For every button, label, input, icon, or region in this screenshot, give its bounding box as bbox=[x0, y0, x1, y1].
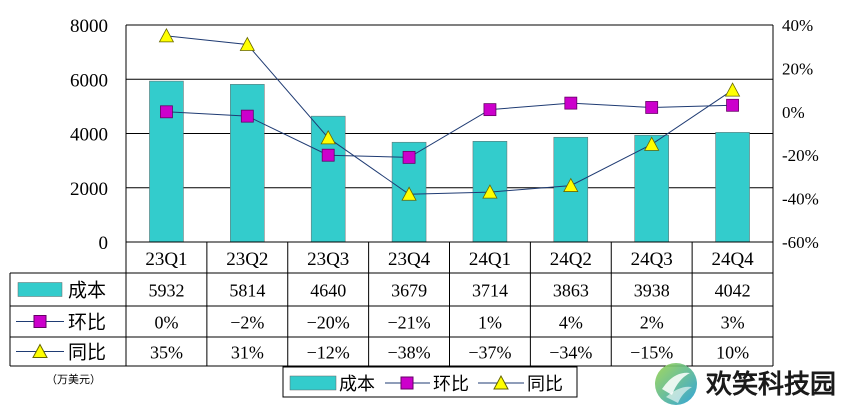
line-series bbox=[158, 28, 741, 201]
bar-series bbox=[149, 80, 750, 243]
y-left-tick-label: 6000 bbox=[70, 70, 108, 91]
table-row-label: 环比 bbox=[68, 312, 106, 334]
y-left-tick-label: 2000 bbox=[70, 179, 108, 200]
table-cell: −20% bbox=[307, 313, 350, 333]
x-tick-label: 24Q1 bbox=[469, 249, 511, 270]
point-marker bbox=[320, 129, 336, 145]
legend-label: 环比 bbox=[433, 374, 469, 395]
legend-label: 同比 bbox=[527, 374, 563, 395]
point-marker bbox=[160, 105, 173, 119]
table-cell: −2% bbox=[230, 313, 264, 333]
legend: 成本 环比 同比 bbox=[282, 366, 578, 398]
x-tick-label: 23Q4 bbox=[388, 249, 431, 270]
table-cell: 4% bbox=[559, 313, 583, 333]
table-cell: 5814 bbox=[229, 281, 265, 301]
point-marker bbox=[563, 177, 579, 192]
table-cell: 10% bbox=[716, 343, 749, 363]
point-marker bbox=[321, 148, 335, 162]
x-tick-label: 23Q2 bbox=[226, 249, 268, 270]
table-cell: 0% bbox=[154, 313, 178, 333]
bar bbox=[715, 132, 750, 243]
table-cell: −34% bbox=[549, 343, 592, 363]
point-marker bbox=[482, 184, 498, 199]
y-right-tick-label: -40% bbox=[782, 190, 819, 209]
table-cell: 2% bbox=[640, 313, 664, 333]
table-cell: 3863 bbox=[553, 281, 589, 301]
point-marker bbox=[564, 96, 578, 110]
legend-key-marker bbox=[33, 315, 47, 328]
table-cell: −12% bbox=[307, 343, 350, 363]
legend-key-marker bbox=[400, 376, 414, 390]
point-marker bbox=[483, 103, 497, 117]
x-tick-label: 24Q4 bbox=[711, 249, 754, 270]
legend-key-bar bbox=[289, 375, 337, 391]
table-row-label: 成本 bbox=[68, 280, 106, 302]
data-table: 23Q1 23Q2 23Q3 23Q4 24Q1 24Q2 24Q3 24Q4 成本 5932 58… bbox=[9, 241, 774, 367]
legend-key-marker bbox=[32, 343, 48, 358]
unit-label: （万美元） bbox=[46, 373, 101, 386]
table-cell: −21% bbox=[387, 313, 430, 333]
legend-label: 成本 bbox=[339, 374, 375, 395]
point-marker bbox=[158, 28, 175, 43]
table-row-label: 同比 bbox=[68, 342, 106, 364]
y-left-tick-label: 8000 bbox=[70, 16, 108, 37]
point-marker bbox=[239, 36, 255, 51]
y-left-tick-label: 0 bbox=[99, 233, 109, 254]
table-cell: 3938 bbox=[634, 281, 670, 301]
y-right-tick-label: -60% bbox=[782, 233, 819, 252]
x-tick-label: 23Q3 bbox=[307, 249, 349, 270]
y-left-tick-label: 4000 bbox=[70, 125, 108, 146]
point-marker bbox=[402, 150, 416, 164]
x-tick-label: 24Q2 bbox=[550, 249, 592, 270]
y-right-tick-label: 20% bbox=[782, 59, 813, 78]
legend-key-marker bbox=[493, 374, 509, 390]
point-marker bbox=[240, 109, 254, 123]
y-right-tick-label: 40% bbox=[782, 16, 813, 35]
bar bbox=[149, 80, 184, 243]
point-marker bbox=[401, 186, 417, 201]
y-right-tick-label: -20% bbox=[782, 146, 819, 165]
series-line bbox=[166, 35, 733, 195]
x-tick-label: 24Q3 bbox=[631, 249, 673, 270]
table-cell: −37% bbox=[468, 343, 511, 363]
brand-logo: 欢笑科技园 bbox=[652, 359, 842, 409]
x-tick-label: 23Q1 bbox=[145, 249, 187, 270]
point-marker bbox=[726, 98, 739, 112]
table-cell: 3679 bbox=[391, 281, 427, 301]
table-cell: 35% bbox=[150, 343, 183, 363]
point-marker bbox=[724, 82, 741, 97]
y-right-tick-label: 0% bbox=[782, 103, 805, 122]
legend-key-bar bbox=[17, 282, 63, 297]
table-cell: 31% bbox=[231, 343, 264, 363]
table-cell: 1% bbox=[478, 313, 502, 333]
table-cell: 4640 bbox=[310, 281, 346, 301]
series-line bbox=[166, 102, 733, 158]
axes: 0 2000 4000 6000 8000 -60% -40% -20% 0% 20% 40% bbox=[70, 16, 819, 254]
brand-logo-icon: 欢笑科技园 bbox=[655, 363, 836, 405]
bar bbox=[634, 134, 669, 243]
table-cell: −38% bbox=[387, 343, 430, 363]
table-cell: 4042 bbox=[715, 281, 751, 301]
bar bbox=[230, 84, 265, 243]
table-cell: 3714 bbox=[472, 281, 508, 301]
brand-name: 欢笑科技园 bbox=[705, 369, 836, 400]
table-cell: 5932 bbox=[148, 281, 184, 301]
point-marker bbox=[645, 101, 659, 114]
table-cell: −15% bbox=[630, 343, 673, 363]
table-cell: 3% bbox=[721, 313, 745, 333]
point-marker bbox=[644, 136, 660, 151]
